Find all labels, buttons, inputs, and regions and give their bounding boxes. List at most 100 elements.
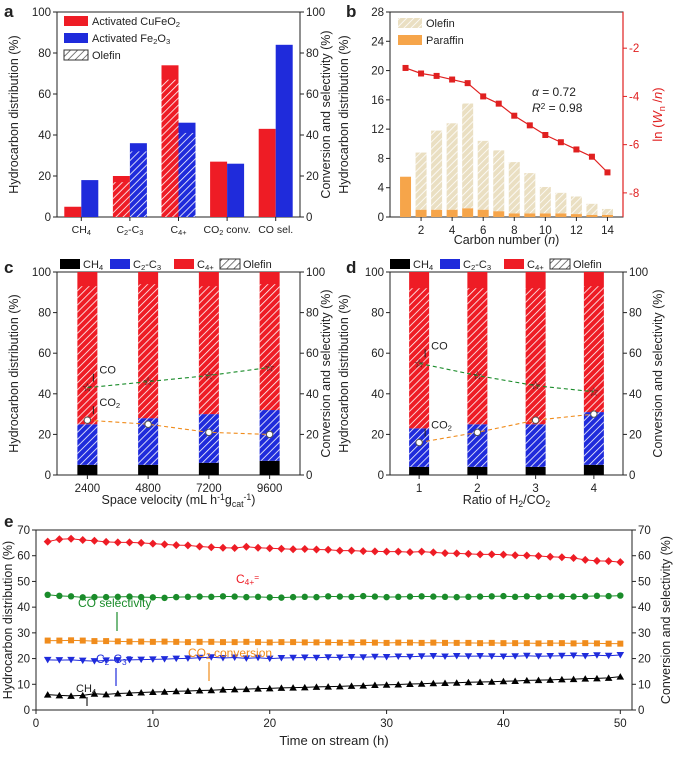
panel-e-y2-tick-label: 50	[638, 576, 651, 588]
panel-b-x-tick-label: 10	[539, 225, 552, 237]
point-CO-selectivity-23	[301, 593, 308, 601]
panel-b-x-tick-label: 8	[511, 225, 517, 237]
point-CO-selectivity-22	[289, 593, 297, 601]
point-C2-C3--50	[616, 651, 625, 659]
panel-a-y2-tick-label: 60	[306, 89, 319, 101]
panel-d-y2label: Conversion and selectivity (%)	[651, 289, 665, 457]
legend-label-olefin-d: Olefin	[573, 259, 602, 271]
point-CO2-conversion-42	[523, 640, 530, 647]
panel-a-x-tick-label: CO sel.	[258, 224, 293, 236]
panel-b-y-tick-label: 4	[378, 183, 385, 195]
point-C4--23	[300, 545, 309, 554]
point-CO2-conversion-22	[290, 639, 297, 646]
point-C4--26	[335, 546, 344, 555]
point-CH4-31	[394, 681, 403, 688]
point-co2-d	[531, 416, 540, 424]
panel-b-x-tick-label: 4	[449, 225, 456, 237]
label-co-c: CO	[99, 365, 116, 377]
panel-b-x-tick-label: 14	[601, 225, 614, 237]
point-CO2-conversion-21	[278, 639, 285, 646]
panel-b-y-tick-label: 0	[378, 212, 384, 224]
point-CO2-conversion-4	[79, 637, 86, 644]
point-ln-wn-6	[480, 93, 487, 100]
line-co-c	[87, 366, 270, 389]
point-CH4-36	[452, 679, 461, 686]
point-CO2-conversion-24	[313, 639, 320, 646]
point-C2-C3--39	[487, 653, 496, 660]
point-C2-C3--14	[195, 654, 204, 662]
bar-c2c3-olefin-1	[409, 428, 430, 467]
point-CO-selectivity-28	[360, 592, 367, 600]
point-CO2-conversion-8	[126, 638, 133, 645]
point-CH4-4	[78, 691, 87, 699]
point-ln-wn-11	[557, 139, 564, 146]
point-CH4-41	[511, 677, 519, 684]
point-CO-selectivity-25	[324, 593, 332, 600]
point-CH4-27	[347, 682, 356, 689]
point-C4--14	[195, 542, 204, 551]
point-CO-selectivity-33	[418, 593, 425, 600]
point-CO-selectivity-44	[546, 592, 554, 600]
label-co-selectivity: CO selectivity	[78, 596, 151, 610]
point-ln-wn-3	[433, 72, 440, 79]
point-CO-selectivity-10	[149, 594, 157, 601]
point-C2-C3--26	[336, 654, 344, 662]
point-C4--38	[476, 550, 485, 559]
line-co-d	[419, 362, 594, 393]
point-CH4-30	[382, 681, 391, 688]
legend-swatch-ch4-c	[60, 259, 80, 269]
point-CO-selectivity-17	[231, 593, 238, 600]
point-C4--33	[417, 547, 426, 556]
point-CO2-conversion-47	[582, 640, 589, 647]
point-co-c: ☆	[143, 375, 154, 389]
point-C4--7	[113, 538, 122, 547]
bar-ch4-1	[409, 466, 430, 475]
panel-e-y2-tick-label: 60	[638, 551, 651, 563]
point-C4--18	[242, 542, 251, 551]
point-C2-C3--38	[476, 653, 484, 660]
bar-olefin-hatch-7	[493, 150, 505, 212]
panel-e-y2-tick-label: 30	[638, 628, 651, 640]
point-CO2-conversion-9	[138, 638, 145, 645]
bar-paraffin-12	[570, 214, 582, 217]
bar-c2c3-olefin-7200	[198, 414, 219, 463]
point-CO-selectivity-47	[582, 593, 589, 600]
point-CH4-23	[300, 683, 309, 691]
panel-b-y2-tick-label: -6	[629, 140, 639, 152]
bar-paraffin-2	[415, 209, 427, 217]
point-CH4-44	[546, 676, 554, 683]
panel-c-x-tick-label: 4800	[135, 483, 161, 495]
point-co-d: ☆	[414, 356, 425, 370]
panel-e-x-tick-label: 30	[380, 718, 393, 730]
point-CO-selectivity-50	[617, 592, 624, 599]
point-CH4-19	[254, 685, 262, 692]
point-CO-selectivity-14	[196, 593, 203, 600]
bar-ch4-9600	[259, 460, 280, 475]
bar-c4-olefin-3	[525, 288, 546, 425]
point-CO2-conversion-37	[465, 639, 472, 646]
bar-paraffin-8	[508, 213, 520, 217]
point-C4--49	[604, 557, 613, 566]
point-CH4-8	[125, 689, 134, 697]
point-C4--31	[394, 547, 403, 556]
bar-Activated-CuFeO2-4	[258, 128, 276, 217]
point-C4--10	[148, 539, 157, 548]
label-co2-c: CO2	[99, 397, 120, 410]
point-CO2-conversion-6	[103, 638, 110, 645]
point-CH4-2	[55, 691, 64, 699]
point-CO-selectivity-4	[79, 594, 86, 601]
panel-a-y-tick-label: 60	[38, 89, 51, 101]
line-CH4	[47, 676, 621, 697]
point-CH4-42	[523, 676, 531, 684]
point-CO2-conversion-23	[301, 639, 308, 646]
panel-d-y2-tick-label: 80	[629, 308, 642, 320]
point-C4--9	[137, 538, 146, 547]
point-C2-C3--45	[558, 652, 566, 660]
point-CO2-conversion-25	[325, 639, 332, 646]
bar-olefin-hatch-13	[586, 203, 598, 215]
point-CH4-9	[137, 689, 145, 696]
point-CO2-conversion-30	[383, 639, 390, 646]
bar-olefin-hatch-0-2	[161, 79, 179, 218]
panel-e-x-tick-label: 50	[614, 718, 627, 730]
point-CO2-conversion-48	[593, 640, 600, 647]
